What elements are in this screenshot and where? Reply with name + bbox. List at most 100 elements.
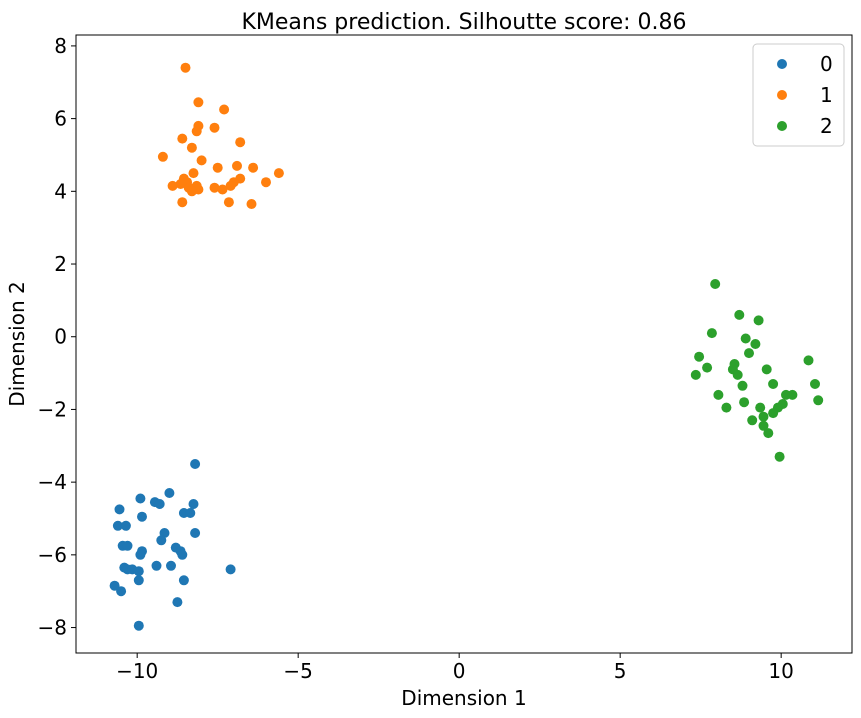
x-tick-label: −10 <box>116 659 158 683</box>
point-cluster-1-32 <box>246 199 257 209</box>
point-cluster-1-29 <box>261 177 271 188</box>
point-cluster-0-21 <box>177 549 188 560</box>
point-cluster-0-13 <box>190 528 201 538</box>
point-cluster-1-2 <box>219 104 230 115</box>
y-tick-label: −4 <box>38 470 67 494</box>
point-cluster-0-27 <box>133 566 144 577</box>
point-cluster-2-24 <box>721 402 732 413</box>
y-tick-label: 6 <box>54 107 67 131</box>
point-cluster-1-14 <box>273 168 284 179</box>
point-cluster-1-5 <box>209 122 220 133</box>
point-cluster-2-0 <box>710 279 721 289</box>
point-cluster-0-18 <box>135 549 146 560</box>
point-cluster-0-16 <box>122 540 133 551</box>
point-cluster-2-3 <box>706 328 717 339</box>
data-points <box>109 62 824 631</box>
legend-label-2: 2 <box>820 114 833 138</box>
point-cluster-1-15 <box>188 168 199 179</box>
point-cluster-2-5 <box>750 339 761 349</box>
point-cluster-1-6 <box>177 133 188 144</box>
point-cluster-0-29 <box>133 575 144 586</box>
x-axis-label: Dimension 1 <box>401 686 526 710</box>
point-cluster-1-1 <box>193 97 204 108</box>
point-cluster-1-20 <box>175 179 186 189</box>
point-cluster-0-28 <box>225 564 236 575</box>
point-cluster-0-6 <box>137 511 147 522</box>
point-cluster-1-27 <box>217 184 228 195</box>
point-cluster-0-30 <box>178 575 189 586</box>
x-axis: −10 −5 0 5 10 <box>116 653 794 683</box>
point-cluster-2-20 <box>787 389 798 400</box>
point-cluster-1-7 <box>235 137 246 148</box>
point-cluster-2-7 <box>694 351 705 362</box>
point-cluster-1-0 <box>180 62 191 73</box>
point-cluster-2-17 <box>810 379 820 389</box>
point-cluster-2-6 <box>744 348 754 359</box>
y-axis: −8 −6 −4 −2 0 2 4 6 8 <box>38 34 76 640</box>
point-cluster-0-0 <box>190 459 201 469</box>
point-cluster-1-28 <box>225 180 236 191</box>
chart-title: KMeans prediction. Silhoutte score: 0.86 <box>241 10 686 35</box>
y-tick-label: −6 <box>38 543 67 567</box>
point-cluster-0-1 <box>164 488 175 498</box>
point-cluster-2-21 <box>739 397 750 408</box>
point-cluster-1-12 <box>232 160 242 171</box>
point-cluster-0-23 <box>166 560 176 571</box>
point-cluster-0-14 <box>156 535 167 546</box>
point-cluster-0-9 <box>185 508 196 518</box>
legend-marker-1 <box>777 90 787 100</box>
point-cluster-1-25 <box>186 186 197 197</box>
point-cluster-2-30 <box>758 420 769 431</box>
point-cluster-0-4 <box>154 499 165 509</box>
y-tick-label: 8 <box>54 34 67 58</box>
point-cluster-2-29 <box>747 415 758 426</box>
x-tick-label: 5 <box>614 659 627 683</box>
point-cluster-2-8 <box>803 355 814 366</box>
point-cluster-2-16 <box>737 380 748 391</box>
point-cluster-2-18 <box>713 389 724 400</box>
point-cluster-1-21 <box>167 180 178 191</box>
point-cluster-2-25 <box>755 402 766 413</box>
y-tick-label: −8 <box>38 616 67 640</box>
legend: 0 1 2 <box>752 43 845 147</box>
point-cluster-1-26 <box>209 182 220 193</box>
point-cluster-0-5 <box>188 499 199 509</box>
point-cluster-2-15 <box>768 379 779 389</box>
y-tick-label: 4 <box>54 179 67 203</box>
point-cluster-0-32 <box>116 586 127 597</box>
y-tick-label: 0 <box>54 325 67 349</box>
point-cluster-2-13 <box>732 369 743 380</box>
point-cluster-0-33 <box>172 597 183 608</box>
point-cluster-2-1 <box>734 309 745 320</box>
x-tick-label: 10 <box>768 659 793 683</box>
point-cluster-2-28 <box>758 411 769 422</box>
point-cluster-2-12 <box>761 364 772 375</box>
point-cluster-1-31 <box>223 197 234 208</box>
point-cluster-1-8 <box>186 142 197 153</box>
y-tick-label: −2 <box>38 397 67 421</box>
point-cluster-0-2 <box>135 493 146 504</box>
point-cluster-0-22 <box>151 560 162 571</box>
point-cluster-1-11 <box>212 162 223 173</box>
point-cluster-0-7 <box>114 504 125 515</box>
y-tick-label: 2 <box>54 252 67 276</box>
point-cluster-2-4 <box>740 333 751 344</box>
plot-frame <box>75 34 853 654</box>
point-cluster-2-2 <box>753 315 764 326</box>
y-axis-label: Dimension 2 <box>5 281 29 406</box>
legend-marker-2 <box>777 121 787 131</box>
point-cluster-0-10 <box>112 520 123 531</box>
point-cluster-2-9 <box>702 362 713 373</box>
point-cluster-2-22 <box>813 395 824 406</box>
legend-label-1: 1 <box>820 83 833 107</box>
point-cluster-1-10 <box>196 155 207 166</box>
point-cluster-2-31 <box>763 428 774 439</box>
legend-marker-0 <box>777 59 787 69</box>
point-cluster-1-4 <box>191 126 202 137</box>
point-cluster-1-9 <box>157 151 168 162</box>
point-cluster-0-11 <box>120 520 131 531</box>
legend-box <box>752 43 845 147</box>
legend-label-0: 0 <box>820 52 833 76</box>
